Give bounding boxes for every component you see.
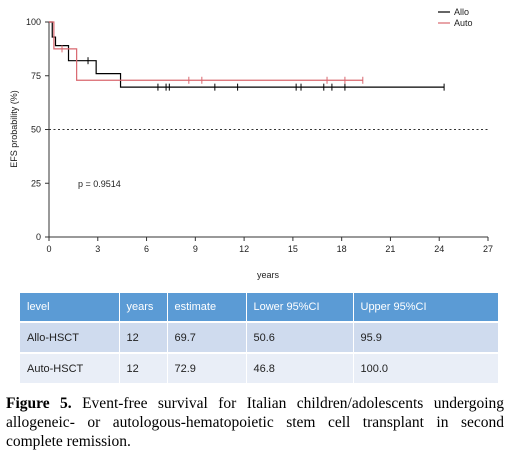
cell-lower-ci: 50.6	[246, 322, 354, 354]
series-line-auto	[49, 21, 363, 81]
header-lower-ci: Lower 95%CI	[246, 293, 354, 323]
header-estimate: estimate	[167, 293, 247, 323]
legend-label-allo: Allo	[454, 7, 469, 17]
x-tick-label: 12	[239, 244, 249, 254]
y-tick-label: 25	[31, 178, 41, 188]
x-tick-label: 9	[193, 244, 198, 254]
x-axis-title: years	[257, 270, 280, 280]
table-row: Auto-HSCT 12 72.9 46.8 100.0	[20, 353, 498, 385]
cell-level: Auto-HSCT	[20, 353, 120, 385]
cell-upper-ci: 100.0	[353, 353, 498, 385]
table-row: Allo-HSCT 12 69.7 50.6 95.9	[20, 322, 498, 354]
km-chart: 0 3 6 9 12 15 18 21 24 27 0 25 50 75 100 years EFS pr…	[9, 7, 493, 280]
y-tick-label: 75	[31, 71, 41, 81]
y-tick-label: 50	[31, 125, 41, 135]
figure-caption: Figure 5. Event-free survival for Italia…	[6, 394, 504, 451]
cell-level: Allo-HSCT	[20, 322, 120, 354]
legend: Allo Auto	[438, 7, 473, 28]
y-axis-title: EFS probability (%)	[9, 90, 19, 168]
y-tick-label: 100	[26, 17, 41, 27]
series	[49, 21, 445, 91]
p-value-annotation: p = 0.9514	[78, 179, 121, 189]
x-tick-label: 18	[337, 244, 347, 254]
x-ticks: 0 3 6 9 12 15 18 21 24 27	[46, 237, 493, 254]
cell-upper-ci: 95.9	[353, 322, 498, 354]
cell-estimate: 69.7	[167, 322, 247, 354]
cell-lower-ci: 46.8	[246, 353, 354, 385]
x-tick-label: 24	[434, 244, 444, 254]
axes	[48, 22, 488, 238]
legend-label-auto: Auto	[454, 18, 473, 28]
cell-years: 12	[119, 353, 168, 385]
y-ticks: 0 25 50 75 100	[26, 17, 49, 242]
results-table: level years estimate Lower 95%CI Upper 9…	[20, 293, 498, 385]
x-tick-label: 27	[483, 244, 493, 254]
x-tick-label: 21	[385, 244, 395, 254]
table-header-row: level years estimate Lower 95%CI Upper 9…	[20, 293, 498, 323]
cell-years: 12	[119, 322, 168, 354]
x-tick-label: 6	[144, 244, 149, 254]
caption-text: Event-free survival for Italian children…	[6, 395, 505, 450]
x-tick-label: 0	[46, 244, 51, 254]
header-years: years	[119, 293, 168, 323]
x-tick-label: 15	[288, 244, 298, 254]
series-line-allo	[49, 21, 445, 88]
caption-label: Figure 5.	[6, 395, 72, 412]
header-upper-ci: Upper 95%CI	[353, 293, 498, 323]
header-level: level	[20, 293, 120, 323]
cell-estimate: 72.9	[167, 353, 247, 385]
x-tick-label: 3	[95, 244, 100, 254]
y-tick-label: 0	[36, 232, 41, 242]
